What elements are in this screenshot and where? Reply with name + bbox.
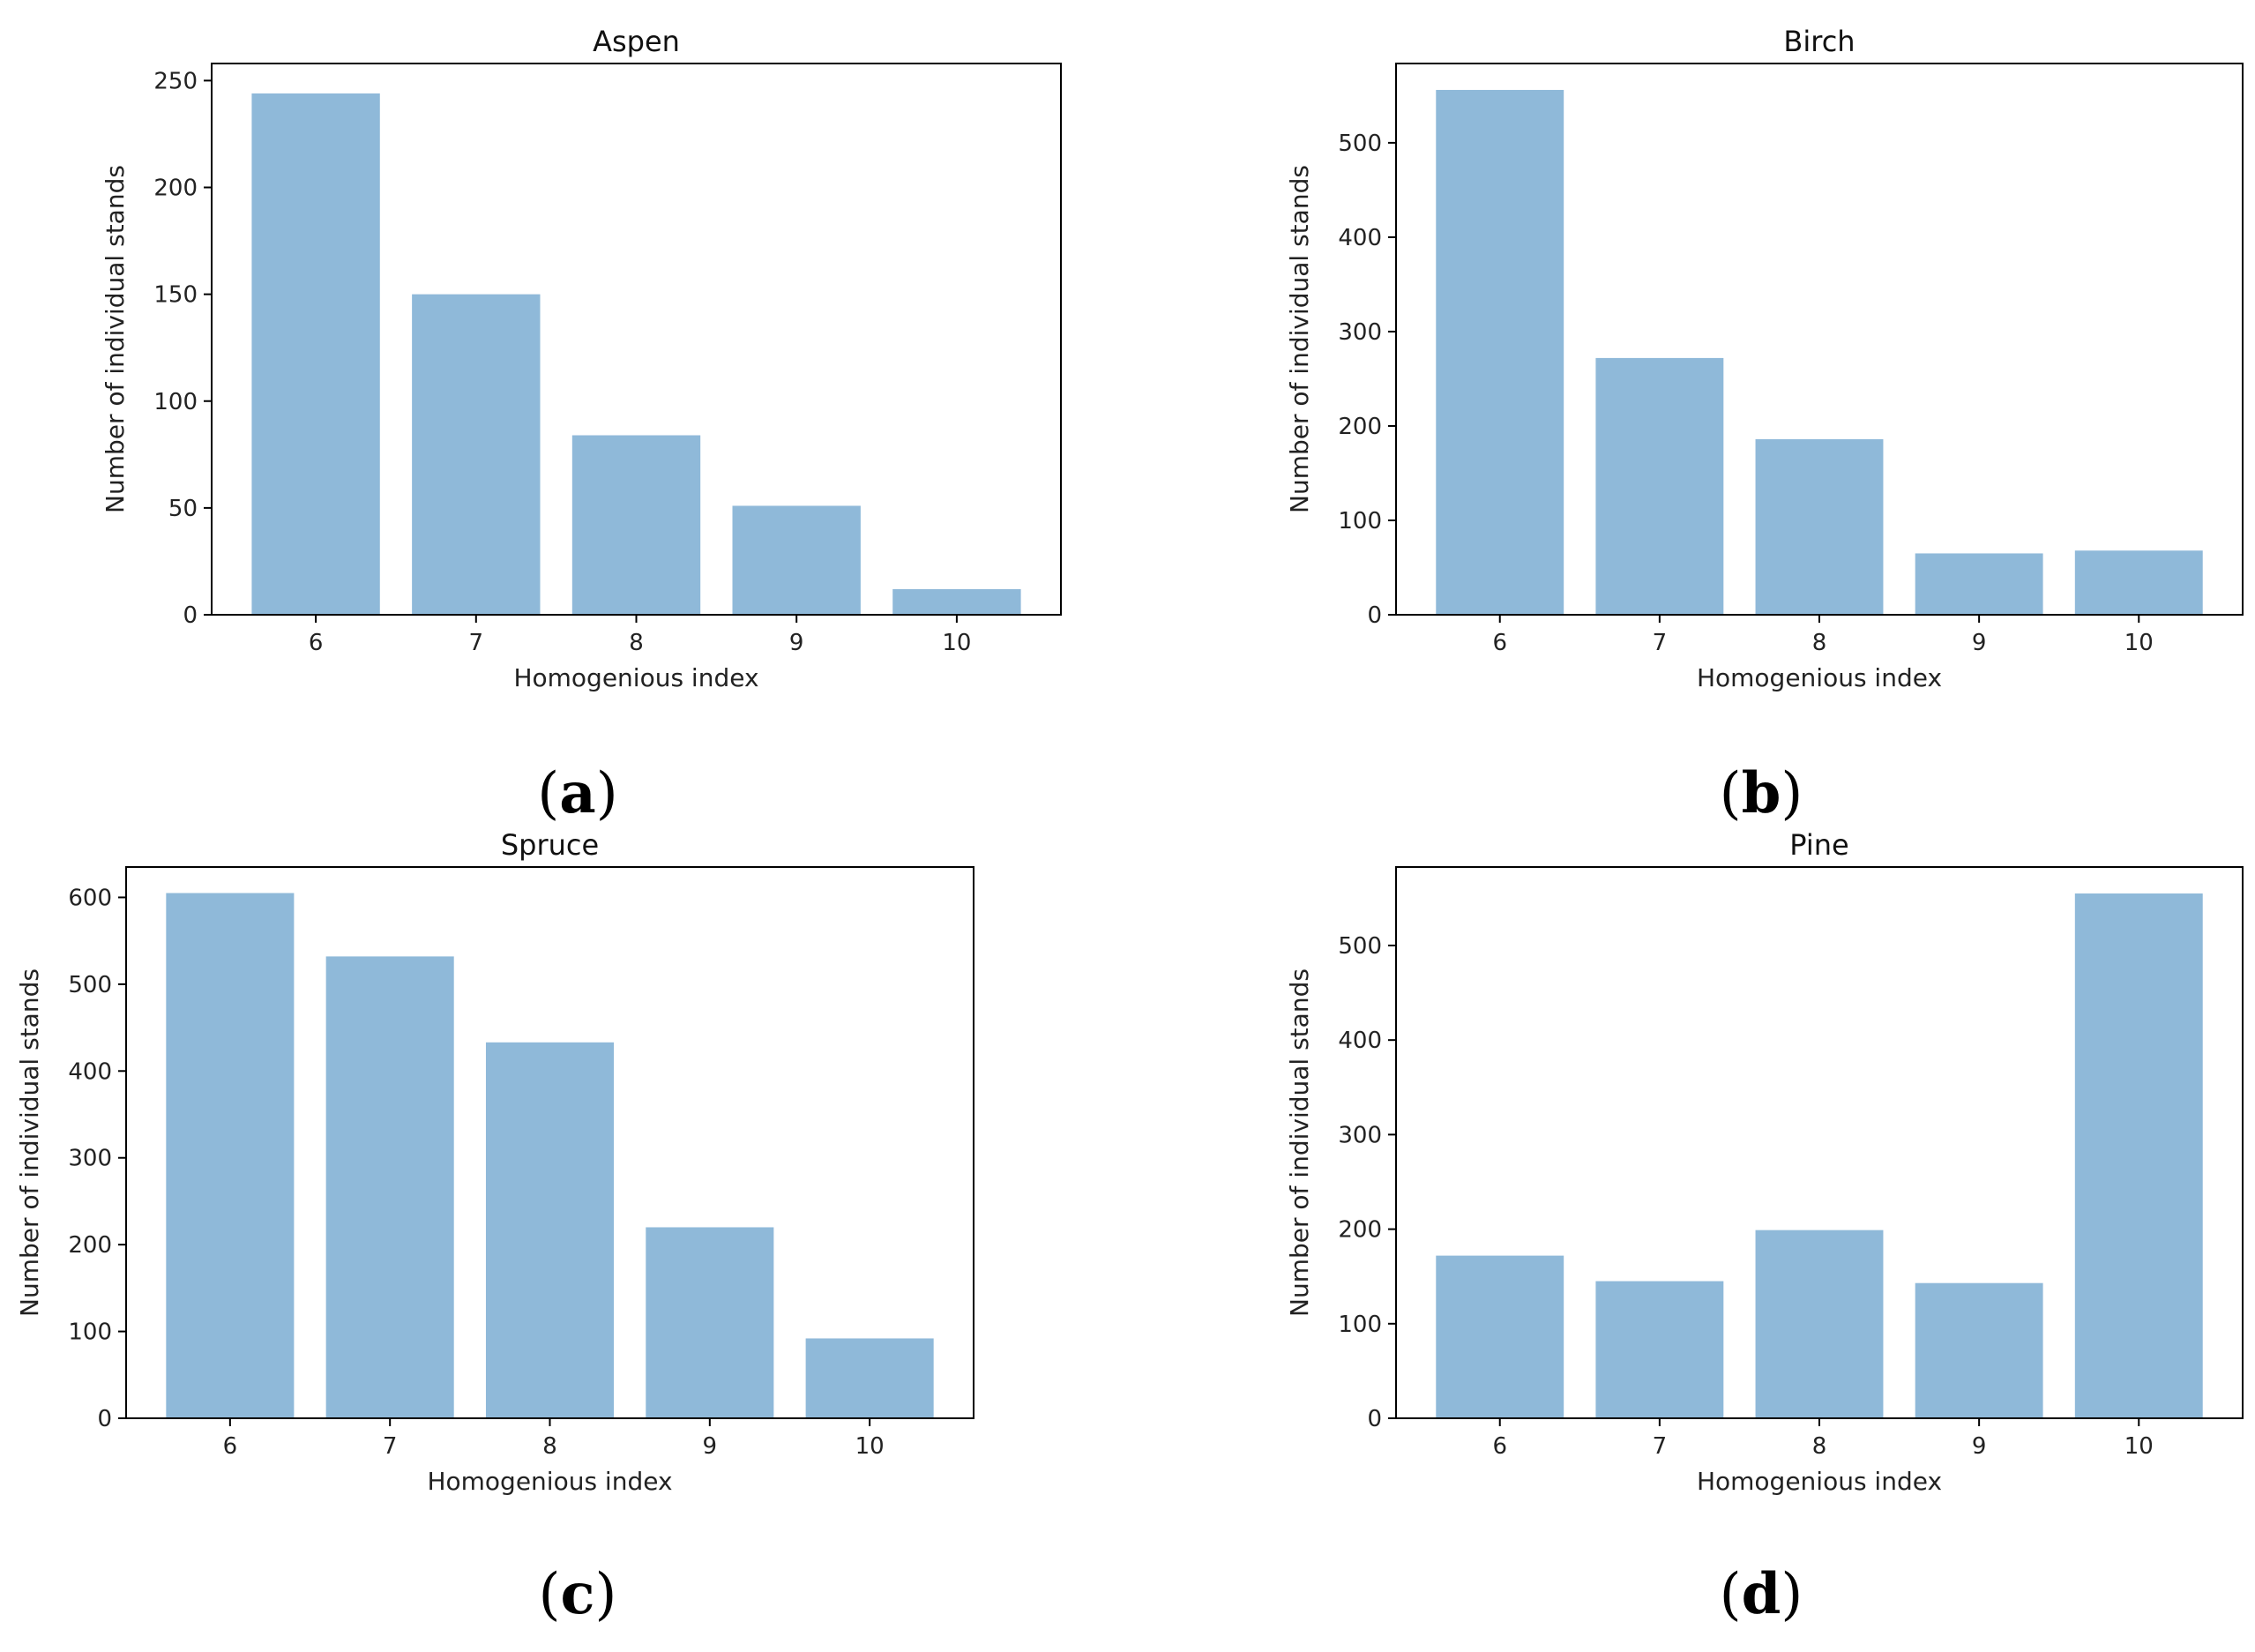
y-axis-label: Number of individual stands [1285,165,1314,513]
caption-c: (c) [538,1561,617,1627]
x-tick-label: 10 [855,1433,885,1460]
y-tick-label: 300 [1338,319,1382,346]
chart-title: Pine [1789,828,1848,862]
x-tick-label: 10 [942,630,971,656]
bar-10 [2074,550,2203,615]
chart-title: Birch [1783,25,1855,58]
x-tick-label: 8 [1812,1433,1827,1460]
y-tick-label: 600 [68,885,112,911]
x-tick-label: 8 [542,1433,557,1460]
y-tick-label: 100 [1338,508,1382,534]
y-tick-label: 400 [1338,225,1382,251]
y-tick-label: 300 [68,1146,112,1172]
x-tick-label: 10 [2124,1433,2154,1460]
y-tick-label: 100 [153,389,198,415]
x-tick-label: 9 [1972,630,1987,656]
y-axis-label: Number of individual stands [1285,968,1314,1317]
bar-7 [1595,1281,1724,1418]
x-tick-label: 9 [1972,1433,1987,1460]
y-tick-label: 200 [153,176,198,202]
bar-6 [251,93,380,615]
x-tick-label: 6 [223,1433,238,1460]
chart-title: Aspen [593,25,680,58]
bar-6 [166,893,295,1418]
y-tick-label: 100 [68,1319,112,1346]
y-tick-label: 0 [1367,1406,1382,1432]
y-tick-label: 300 [1338,1122,1382,1148]
y-tick-label: 200 [1338,1217,1382,1244]
y-tick-label: 200 [68,1232,112,1259]
caption-d: (d) [1719,1561,1803,1627]
bar-7 [1595,357,1724,615]
x-axis-label: Homogenious index [427,1467,672,1496]
y-tick-label: 0 [1367,602,1382,629]
x-tick-label: 6 [309,630,324,656]
y-axis-label: Number of individual stands [15,968,44,1317]
x-tick-label: 9 [703,1433,718,1460]
caption-a: (a) [537,760,618,826]
bar-6 [1436,89,1564,615]
y-tick-label: 500 [1338,131,1382,157]
x-axis-label: Homogenious index [1697,663,1942,692]
bar-7 [325,956,454,1418]
x-tick-label: 8 [1812,630,1827,656]
y-tick-label: 250 [153,68,198,94]
bar-10 [892,588,1021,615]
chart-title: Spruce [501,828,599,862]
y-tick-label: 200 [1338,414,1382,440]
bar-8 [1755,438,1884,615]
bar-7 [412,294,541,615]
y-tick-label: 400 [68,1058,112,1085]
y-tick-label: 0 [97,1406,112,1432]
bar-8 [485,1042,615,1418]
y-axis-label: Number of individual stands [101,165,130,513]
x-tick-label: 7 [469,630,484,656]
x-tick-label: 6 [1492,630,1507,656]
bar-10 [805,1338,934,1418]
x-tick-label: 6 [1492,1433,1507,1460]
y-tick-label: 0 [183,602,198,629]
y-tick-label: 100 [1338,1312,1382,1338]
y-tick-label: 400 [1338,1028,1382,1054]
bar-9 [1915,1282,2043,1418]
y-tick-label: 500 [1338,933,1382,960]
x-tick-label: 7 [1653,630,1668,656]
bar-9 [1915,553,2043,615]
x-tick-label: 7 [383,1433,398,1460]
bar-10 [2074,893,2203,1418]
bar-8 [571,435,701,615]
bar-6 [1436,1255,1564,1418]
y-tick-label: 150 [153,282,198,309]
x-tick-label: 10 [2124,630,2154,656]
bar-9 [732,505,861,615]
x-tick-label: 9 [789,630,804,656]
x-tick-label: 8 [629,630,644,656]
x-tick-label: 7 [1653,1433,1668,1460]
caption-b: (b) [1719,760,1803,826]
x-axis-label: Homogenious index [513,663,758,692]
y-tick-label: 50 [168,496,198,522]
bar-8 [1755,1230,1884,1418]
x-axis-label: Homogenious index [1697,1467,1942,1496]
bar-9 [646,1227,774,1418]
y-tick-label: 500 [68,972,112,998]
